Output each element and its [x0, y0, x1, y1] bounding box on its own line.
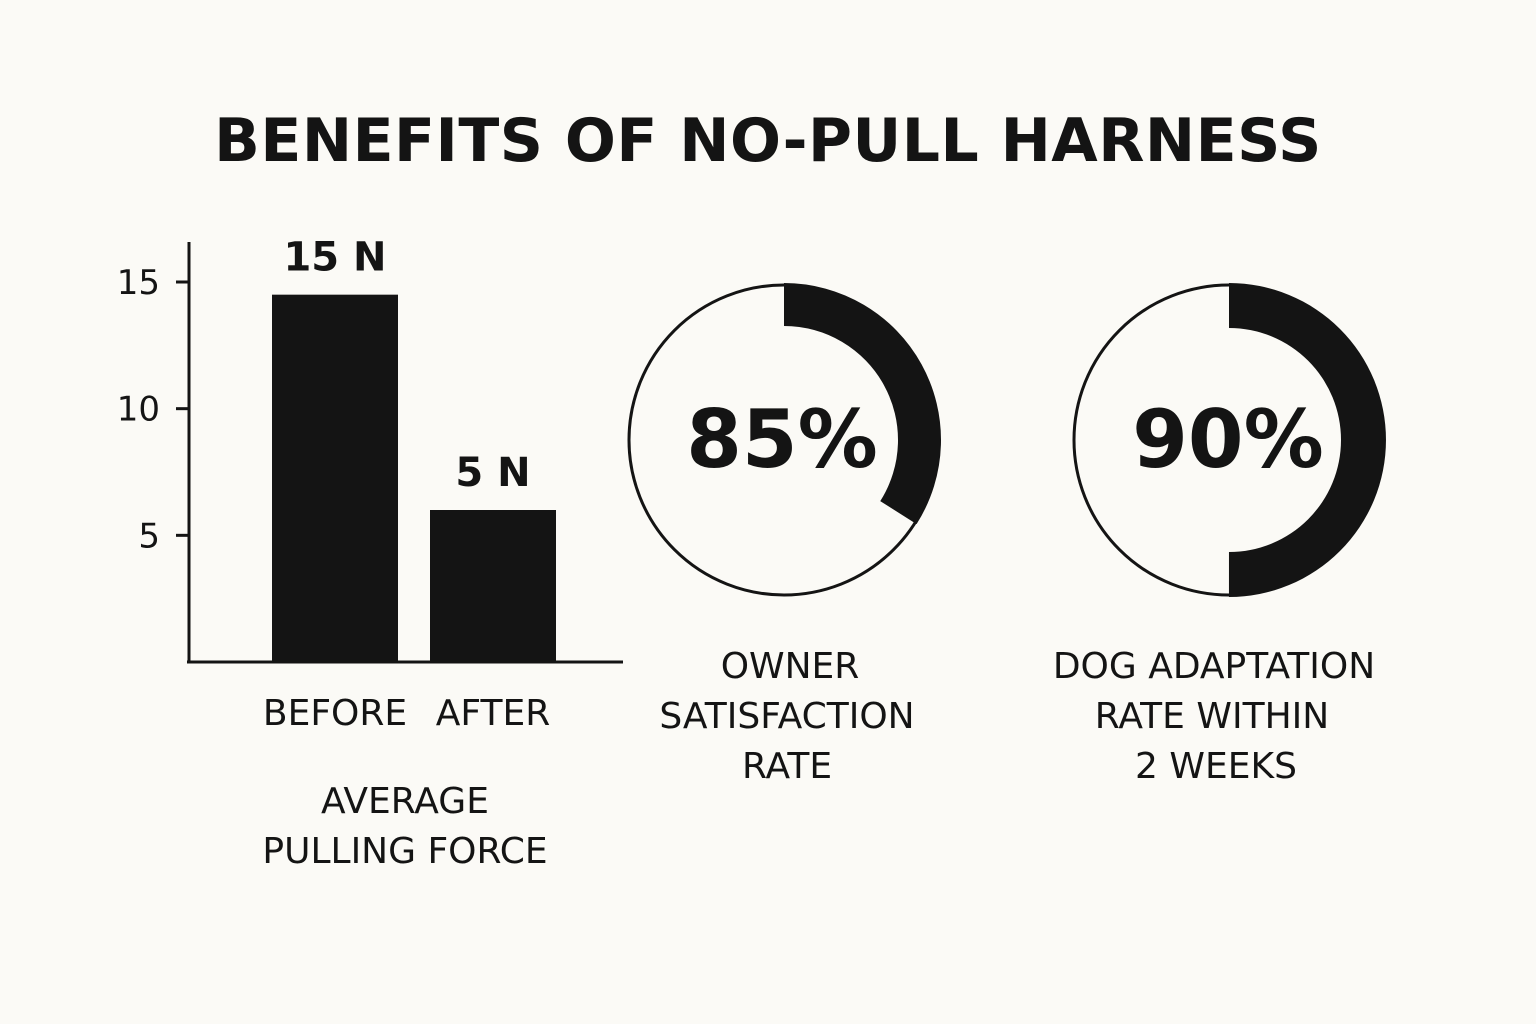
donut-1-value: 85%	[686, 393, 877, 486]
y-ticks: 5 10 15	[117, 263, 189, 556]
x-category-labels: BEFORE AFTER	[263, 693, 550, 734]
bar-chart-xlabel-line-2: PULLING FORCE	[262, 831, 547, 872]
donut-2-value: 90%	[1132, 393, 1323, 486]
bar-before	[272, 294, 398, 662]
x-category-label-before: BEFORE	[263, 693, 407, 734]
donut-dog-adaptation: 90% DOG ADAPTATION RATE WITHIN 2 WEEKS	[1053, 283, 1386, 787]
donut-2-label-line-3: 2 WEEKS	[1135, 746, 1297, 787]
donut-1-label-line-1: OWNER	[721, 646, 860, 687]
page-title: BENEFITS OF NO-PULL HARNESS	[214, 106, 1322, 176]
donut-owner-satisfaction: 85% OWNER SATISFACTION RATE	[627, 283, 941, 787]
donut-2-label-line-2: RATE WITHIN	[1095, 696, 1329, 737]
donut-1-label-line-3: RATE	[742, 746, 832, 787]
donut-1-arc	[784, 283, 941, 525]
bar-data-label-after: 5 N	[455, 450, 530, 496]
y-tick-label-10: 10	[117, 390, 160, 430]
bar-after	[430, 510, 556, 662]
donut-1-label-line-2: SATISFACTION	[659, 696, 914, 737]
donut-2-label-line-1: DOG ADAPTATION	[1053, 646, 1375, 687]
bar-chart-xlabel-line-1: AVERAGE	[321, 781, 489, 822]
x-category-label-after: AFTER	[436, 693, 550, 734]
donut-2-arc	[1228, 283, 1386, 597]
bar-chart: 5 10 15 15 N 5 N BEFORE AFTER AVERAGE PULLIN…	[117, 235, 623, 872]
y-tick-label-15: 15	[117, 263, 160, 303]
bars	[272, 294, 556, 662]
bar-data-label-before: 15 N	[283, 235, 386, 281]
y-tick-label-5: 5	[138, 516, 160, 556]
bar-data-labels: 15 N 5 N	[283, 235, 530, 496]
